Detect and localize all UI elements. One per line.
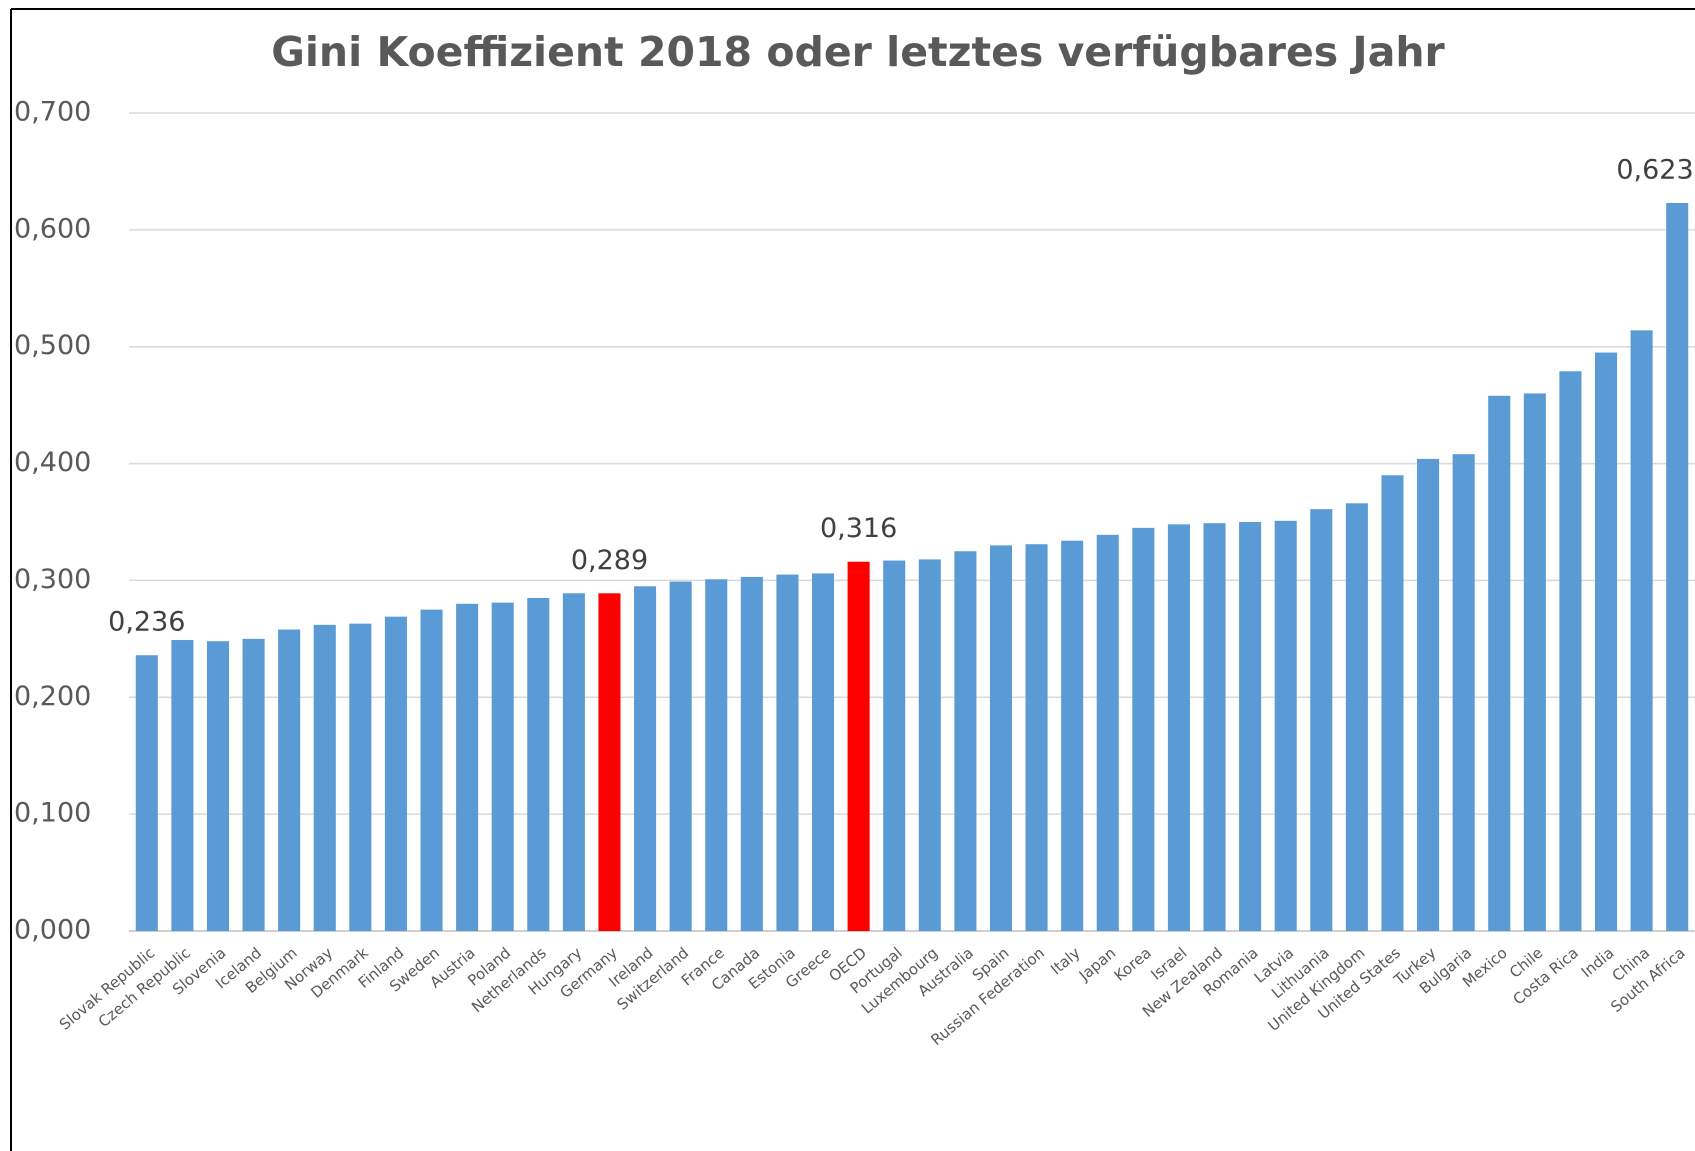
bar	[206, 641, 230, 931]
bar	[598, 593, 621, 931]
y-tick-label: 0,600	[14, 213, 91, 244]
bar	[883, 560, 906, 931]
y-tick-label: 0,500	[14, 330, 91, 361]
bar	[1132, 527, 1155, 931]
x-tick-label: Japan	[1075, 944, 1119, 985]
bar	[954, 551, 977, 931]
bar	[1630, 330, 1653, 932]
bar	[811, 573, 835, 931]
bar	[1061, 540, 1084, 931]
bar	[527, 597, 550, 931]
bar	[1452, 454, 1475, 931]
bar	[1096, 534, 1119, 931]
bar	[705, 579, 728, 931]
y-tick-label: 0,000	[14, 915, 91, 946]
bar	[1239, 522, 1262, 931]
x-tick-label: Korea	[1111, 944, 1155, 985]
chart-title: Gini Koeffizient 2018 oder letztes verfü…	[271, 28, 1445, 76]
data-label: 0,289	[571, 545, 648, 576]
bar	[669, 581, 692, 931]
bar	[1523, 393, 1546, 931]
bar	[634, 586, 657, 931]
bar	[456, 603, 479, 931]
bar	[989, 545, 1013, 931]
y-tick-label: 0,400	[14, 447, 91, 478]
bar	[562, 593, 585, 931]
bar	[1666, 202, 1689, 932]
data-label: 0,236	[108, 607, 185, 638]
y-tick-label: 0,100	[14, 798, 91, 829]
bar	[740, 576, 763, 931]
bar	[171, 640, 194, 931]
bar	[242, 638, 265, 931]
bar	[313, 624, 336, 931]
bar	[918, 559, 941, 931]
bar	[1203, 523, 1226, 931]
bar	[1167, 524, 1190, 931]
bar	[776, 574, 799, 931]
y-tick-label: 0,300	[14, 564, 91, 595]
bar	[1345, 503, 1368, 931]
bar	[278, 629, 301, 931]
bar	[1559, 371, 1582, 931]
bar	[1381, 475, 1404, 931]
bar	[491, 602, 514, 931]
bar	[1417, 458, 1440, 931]
bar	[349, 623, 372, 931]
bar	[1274, 520, 1297, 931]
bar	[420, 609, 443, 931]
bar	[384, 616, 407, 931]
bar	[847, 561, 870, 931]
data-label: 0,623	[1616, 154, 1693, 185]
bar	[135, 655, 158, 931]
bar	[1025, 544, 1048, 931]
bar	[1310, 509, 1333, 931]
y-tick-label: 0,700	[14, 97, 91, 128]
bar	[1488, 395, 1511, 931]
bar	[1594, 352, 1618, 931]
data-label: 0,316	[820, 513, 897, 544]
y-tick-label: 0,200	[14, 681, 91, 712]
